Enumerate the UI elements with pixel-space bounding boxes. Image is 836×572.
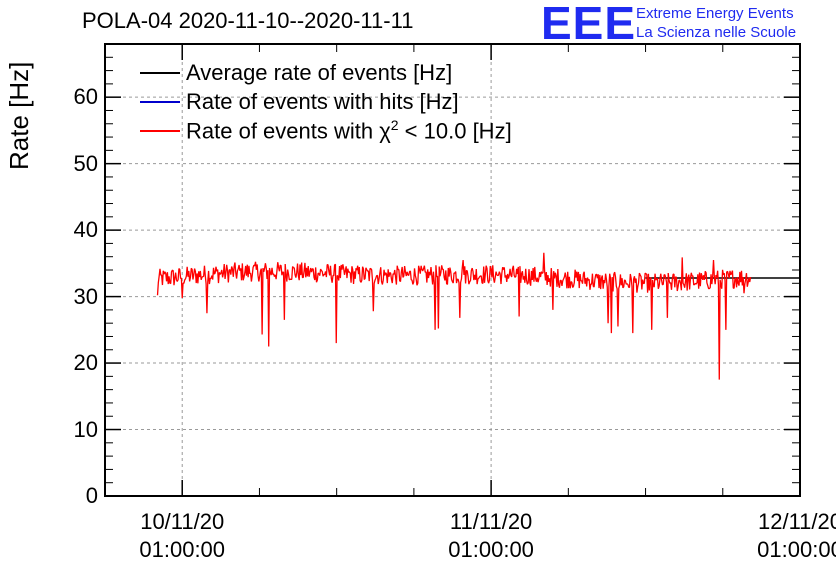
y-tick-label: 40	[73, 217, 98, 243]
legend-item-average: Average rate of events [Hz]	[140, 58, 512, 87]
y-tick-label: 60	[73, 84, 98, 110]
legend-swatch-average	[140, 71, 180, 74]
grid-lines	[105, 44, 801, 496]
y-tick-label: 20	[73, 350, 98, 376]
y-tick-label: 10	[73, 416, 98, 442]
x-tick-label: 11/11/20 01:00:00	[448, 509, 534, 562]
legend: Average rate of events [Hz] Rate of even…	[140, 58, 512, 145]
axis-ticks	[104, 44, 801, 497]
legend-swatch-chi2	[140, 129, 180, 132]
y-tick-label: 30	[73, 283, 98, 309]
logo-caption: Extreme Energy Events La Scienza nelle S…	[636, 4, 796, 42]
legend-label-average: Average rate of events [Hz]	[186, 59, 453, 85]
legend-item-chi2: Rate of events with χ2 < 10.0 [Hz]	[140, 116, 512, 145]
x-tick-label: 12/11/20 01:00:00	[757, 509, 836, 562]
legend-item-hits: Rate of events with hits [Hz]	[140, 87, 512, 116]
logo-caption-line1: Extreme Energy Events	[636, 5, 794, 22]
eee-logo: EEE	[541, 0, 637, 49]
legend-swatch-hits	[140, 100, 180, 103]
chart-title: POLA-04 2020-11-10--2020-11-11	[82, 8, 414, 33]
logo-caption-line2: La Scienza nelle Scuole	[636, 24, 797, 41]
legend-label-hits: Rate of events with hits [Hz]	[186, 88, 459, 114]
series-group	[156, 252, 800, 380]
series-chi2-line	[156, 252, 752, 380]
y-tick-label: 0	[85, 483, 98, 508]
x-tick-label: 10/11/20 01:00:00	[139, 509, 226, 562]
y-tick-label: 50	[73, 150, 98, 176]
y-axis-label: Rate [Hz]	[4, 61, 34, 170]
legend-label-chi2: Rate of events with χ2 < 10.0 [Hz]	[186, 116, 512, 144]
